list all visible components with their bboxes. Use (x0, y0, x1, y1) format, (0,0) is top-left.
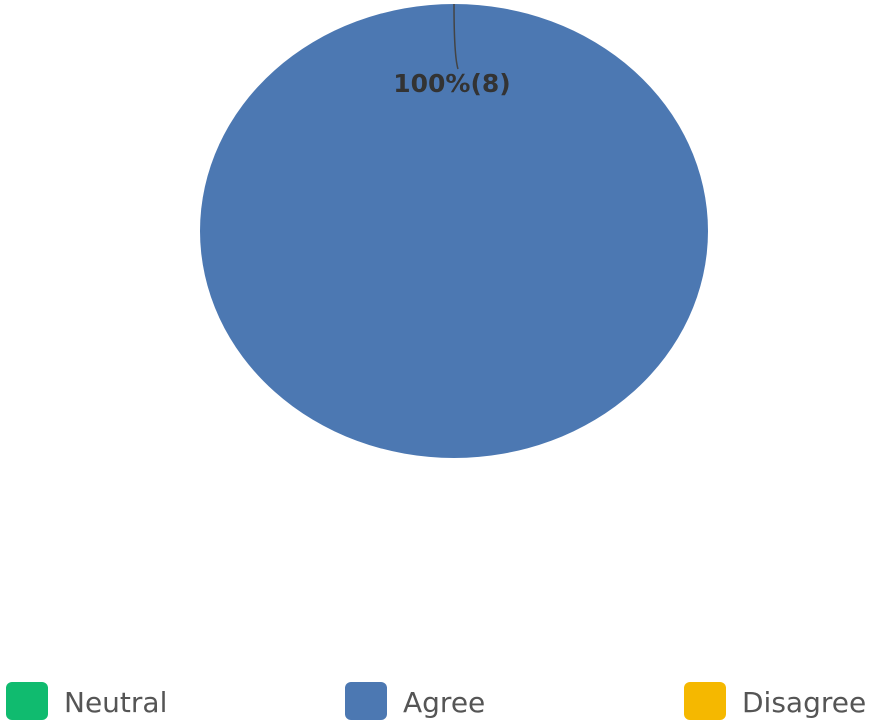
legend-item-agree[interactable]: Agree (345, 682, 485, 720)
legend-swatch-neutral (6, 682, 48, 720)
legend-item-disagree[interactable]: Disagree (684, 682, 866, 720)
legend-label-disagree: Disagree (742, 686, 866, 719)
data-label-agree: 100%(8) (393, 69, 510, 98)
legend-swatch-agree (345, 682, 387, 720)
legend-label-agree: Agree (403, 686, 485, 719)
pie-leader-lines (453, 3, 459, 70)
pie-data-labels: 100%(8) (393, 69, 510, 98)
pie-slice-agree[interactable] (200, 4, 708, 458)
legend-swatch-disagree (684, 682, 726, 720)
chart-legend: Neutral Agree Disagree (6, 682, 866, 720)
pie-slices (200, 4, 708, 458)
legend-label-neutral: Neutral (64, 686, 167, 719)
legend-item-neutral[interactable]: Neutral (6, 682, 167, 720)
leader-line-agree (453, 3, 459, 70)
